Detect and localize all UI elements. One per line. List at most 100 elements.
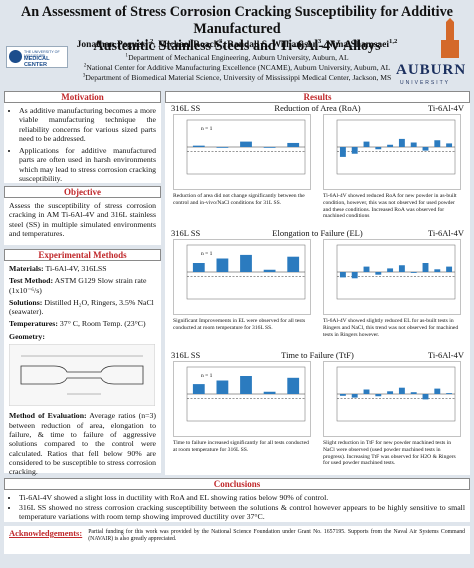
row-title: Reduction of Area (RoA)	[274, 103, 361, 113]
authors: Jonathan Pegues1,2, Michael Roach3, Rand…	[76, 37, 398, 50]
caption: Reduction of area did not change signifi…	[173, 193, 305, 206]
affiliation-sup: 2	[83, 62, 87, 69]
bar	[434, 140, 441, 147]
annotation: n = 1	[201, 373, 213, 379]
methods-box: Materials: Ti-6Al-4V, 316LSS Test Method:…	[4, 261, 161, 477]
chart-frame	[173, 114, 311, 190]
author-name: Michael Roach	[158, 40, 220, 50]
author-sup: 3	[219, 37, 223, 45]
bar	[263, 147, 276, 148]
method-text: ASTM G129 Slow strain rate (1x10⁻⁶/s)	[9, 276, 147, 295]
bar	[339, 272, 346, 278]
row-label: Ti-6Al-4V	[427, 103, 464, 113]
bar	[351, 272, 358, 279]
affiliation-sup: 1	[125, 52, 129, 59]
motivation-box: As additive manufacturing becomes a more…	[4, 103, 161, 183]
bar	[446, 143, 453, 147]
bar	[375, 394, 382, 397]
title: An Assessment of Stress Corrosion Cracki…	[0, 4, 474, 55]
section-heading: Conclusions	[4, 478, 470, 490]
bar	[363, 389, 370, 394]
bar	[287, 256, 300, 272]
bar	[434, 269, 441, 272]
annotation: n = 1	[201, 126, 213, 132]
mini-chart: n = 1	[173, 114, 311, 190]
method-label: Temperatures:	[9, 319, 58, 329]
author-name: Randall S. Williamson	[227, 40, 318, 50]
method-label: Geometry:	[9, 331, 45, 341]
logo-text: THE UNIVERSITY OF MISSISSIPPI	[24, 50, 60, 58]
bar	[363, 141, 370, 147]
bar	[240, 141, 252, 147]
mini-chart	[323, 114, 461, 190]
title-line: An Assessment of Stress Corrosion Cracki…	[21, 4, 453, 37]
mini-chart: n = 1	[173, 239, 311, 315]
caption: Ti-6Al-4V showed slightly reduced EL for…	[323, 318, 459, 338]
bar	[216, 258, 229, 272]
section-heading: Motivation	[4, 91, 161, 103]
chart-frame	[173, 361, 311, 437]
logo-text: AUBURN	[396, 62, 467, 78]
caption: Time to failure increased significantly …	[173, 440, 309, 453]
acknowledgements-box: Acknowledgements: Partial funding for th…	[4, 526, 470, 554]
bar	[387, 144, 394, 147]
method-item: Test Method: ASTM G129 Slow strain rate …	[9, 276, 156, 295]
bar	[387, 268, 394, 272]
bar	[398, 138, 405, 147]
row-label: 316L SS	[171, 103, 201, 113]
annotation: n = 1	[201, 251, 213, 257]
method-item: Geometry:	[9, 332, 156, 341]
affiliations: 1Department of Mechanical Engineering, A…	[70, 53, 404, 83]
method-label: Test Method:	[9, 276, 54, 286]
method-label: Solutions:	[9, 297, 43, 307]
bar	[287, 377, 300, 394]
bar	[192, 384, 205, 394]
chart-frame	[323, 239, 461, 315]
method-text: Distilled H₂O, Ringers, 3.5% NaCl (seawa…	[9, 297, 154, 317]
objective-box: Assess the susceptibility of stress corr…	[4, 198, 161, 245]
bar	[216, 380, 229, 394]
evaluation-text: Average ratios (n=3) between reduction o…	[9, 411, 156, 477]
bullet: 316L SS showed no stress corrosion crack…	[19, 503, 465, 521]
method-label: Materials:	[9, 264, 44, 273]
bar	[410, 272, 417, 273]
ack-text: Partial funding for this work was provid…	[88, 529, 465, 542]
bar	[434, 388, 441, 394]
bar	[339, 394, 346, 396]
bar	[363, 266, 370, 272]
title-line: Austenitic Stainless Steels and Ti-6Al-4…	[93, 38, 381, 54]
bar	[192, 145, 205, 147]
row-title: Elongation to Failure (EL)	[272, 228, 363, 238]
row-title: Time to Failure (TtF)	[281, 350, 354, 360]
row-label: Ti-6Al-4V	[427, 350, 464, 360]
author-sup: 3	[317, 37, 322, 45]
bar	[240, 376, 252, 394]
bullet: As additive manufacturing becomes a more…	[19, 106, 156, 143]
bar	[351, 147, 358, 154]
mini-chart	[323, 361, 461, 437]
affiliation-text: National Center for Additive Manufacturi…	[86, 63, 391, 72]
bar	[410, 392, 417, 394]
caption: Ti-6Al-4V showed reduced RoA for new pow…	[323, 193, 457, 220]
logo-seal	[9, 50, 22, 63]
bar	[263, 269, 276, 272]
bar	[422, 394, 429, 400]
bar	[263, 391, 276, 394]
logo-text: MEDICAL CENTER	[24, 56, 50, 68]
method-item: Materials: Ti-6Al-4V, 316LSS	[9, 264, 156, 273]
caption: Slight reduction in TtF for new powder m…	[323, 440, 456, 467]
author-name: Jonathan Pegues	[76, 40, 146, 50]
bar	[422, 263, 429, 272]
method-text: Ti-6Al-4V, 316LSS	[45, 264, 107, 273]
row-label: Ti-6Al-4V	[427, 228, 464, 238]
bullet: Applications for additive manufactured p…	[19, 146, 156, 183]
results-box: 316L SS Reduction of Area (RoA) Ti-6Al-4V n…	[165, 103, 470, 475]
bar	[446, 393, 453, 394]
bar	[375, 147, 382, 150]
affiliation: 3Department of Biomedical Material Scien…	[70, 73, 404, 83]
affiliation-text: Department of Biomedical Material Scienc…	[85, 73, 392, 82]
bar	[339, 147, 346, 157]
bar	[216, 147, 229, 148]
bar	[422, 147, 429, 151]
